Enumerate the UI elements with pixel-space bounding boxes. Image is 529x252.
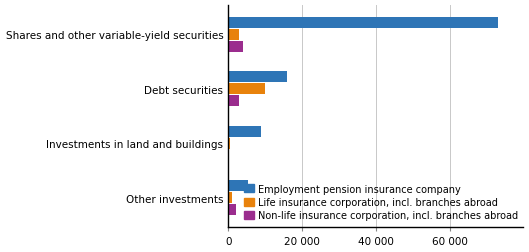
Bar [228, 18, 498, 29]
Bar [228, 192, 232, 203]
Bar [228, 150, 229, 161]
Bar [228, 180, 249, 191]
Bar [228, 42, 243, 53]
Bar [228, 126, 261, 137]
Bar [228, 84, 265, 95]
Bar [228, 30, 239, 41]
Legend: Employment pension insurance company, Life insurance corporation, incl. branches: Employment pension insurance company, Li… [244, 184, 518, 220]
Bar [228, 96, 239, 107]
Bar [228, 138, 230, 149]
Bar [228, 72, 287, 83]
Bar [228, 204, 235, 215]
